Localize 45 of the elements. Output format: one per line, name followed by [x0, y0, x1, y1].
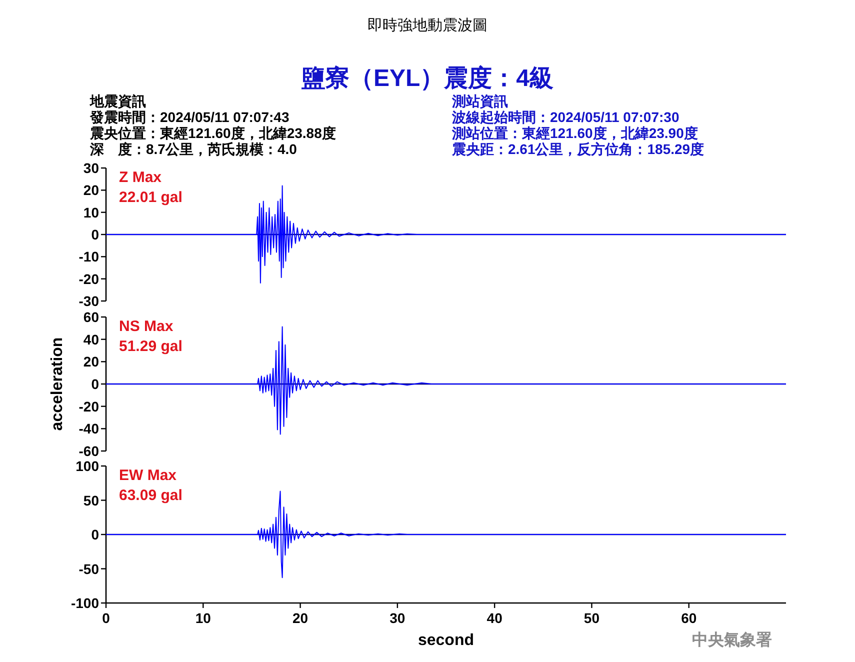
- y-tick-label: 40: [83, 331, 100, 348]
- y-tick-label: -40: [78, 420, 100, 437]
- y-tick-label: 30: [83, 160, 100, 176]
- annotation: NS Max: [119, 318, 174, 335]
- x-tick-label: 50: [584, 610, 600, 626]
- annotation: 51.29 gal: [119, 338, 182, 355]
- y-tick-label: 0: [91, 226, 100, 242]
- annotation: EW Max: [119, 467, 178, 484]
- annotation: Z Max: [119, 169, 162, 186]
- text: 測站資訊: [451, 93, 508, 109]
- y-tick-label: 0: [91, 376, 100, 392]
- x-tick-label: 40: [486, 610, 503, 626]
- y-tick-label: 0: [91, 526, 100, 542]
- text: 震央距：2.61公里，反方位角：185.29度: [451, 141, 704, 157]
- text: 中央氣象署: [692, 631, 772, 649]
- x-tick-label: 10: [195, 610, 212, 626]
- y-tick-label: -20: [78, 398, 100, 414]
- y-tick-label: -10: [78, 248, 100, 265]
- annotation: 22.01 gal: [119, 189, 182, 206]
- y-tick-label: 10: [83, 204, 100, 220]
- y-axis-title: acceleration: [49, 337, 66, 431]
- y-tick-label: -30: [78, 293, 100, 309]
- x-axis-title: second: [418, 632, 474, 649]
- y-tick-label: 50: [83, 492, 100, 508]
- text: 測站位置：東經121.60度，北緯23.90度: [451, 125, 698, 141]
- text: 發震時間：2024/05/11 07:07:43: [89, 109, 290, 125]
- y-tick-label: -50: [78, 560, 100, 577]
- y-tick-label: -20: [78, 270, 100, 287]
- chart-subtitle: 鹽寮（EYL）震度：4級: [300, 65, 554, 92]
- text: 震央位置：東經121.60度，北緯23.88度: [89, 125, 336, 141]
- y-tick-label: -60: [78, 443, 100, 459]
- y-tick-label: 20: [83, 182, 100, 198]
- text: 深 度：8.7公里，芮氏規模：4.0: [89, 141, 298, 157]
- y-tick-label: 20: [83, 354, 100, 370]
- x-tick-label: 0: [102, 610, 110, 626]
- chart-title: 即時強地動震波圖: [368, 17, 488, 34]
- text: 波線起始時間：2024/05/11 07:07:30: [451, 109, 680, 125]
- y-tick-label: 60: [83, 309, 100, 325]
- text: 地震資訊: [89, 93, 146, 109]
- y-tick-label: 100: [76, 458, 100, 474]
- x-tick-label: 60: [681, 610, 697, 626]
- y-tick-label: -100: [70, 595, 100, 611]
- annotation: 63.09 gal: [119, 487, 182, 504]
- x-tick-label: 30: [390, 610, 406, 626]
- x-tick-label: 20: [292, 610, 308, 626]
